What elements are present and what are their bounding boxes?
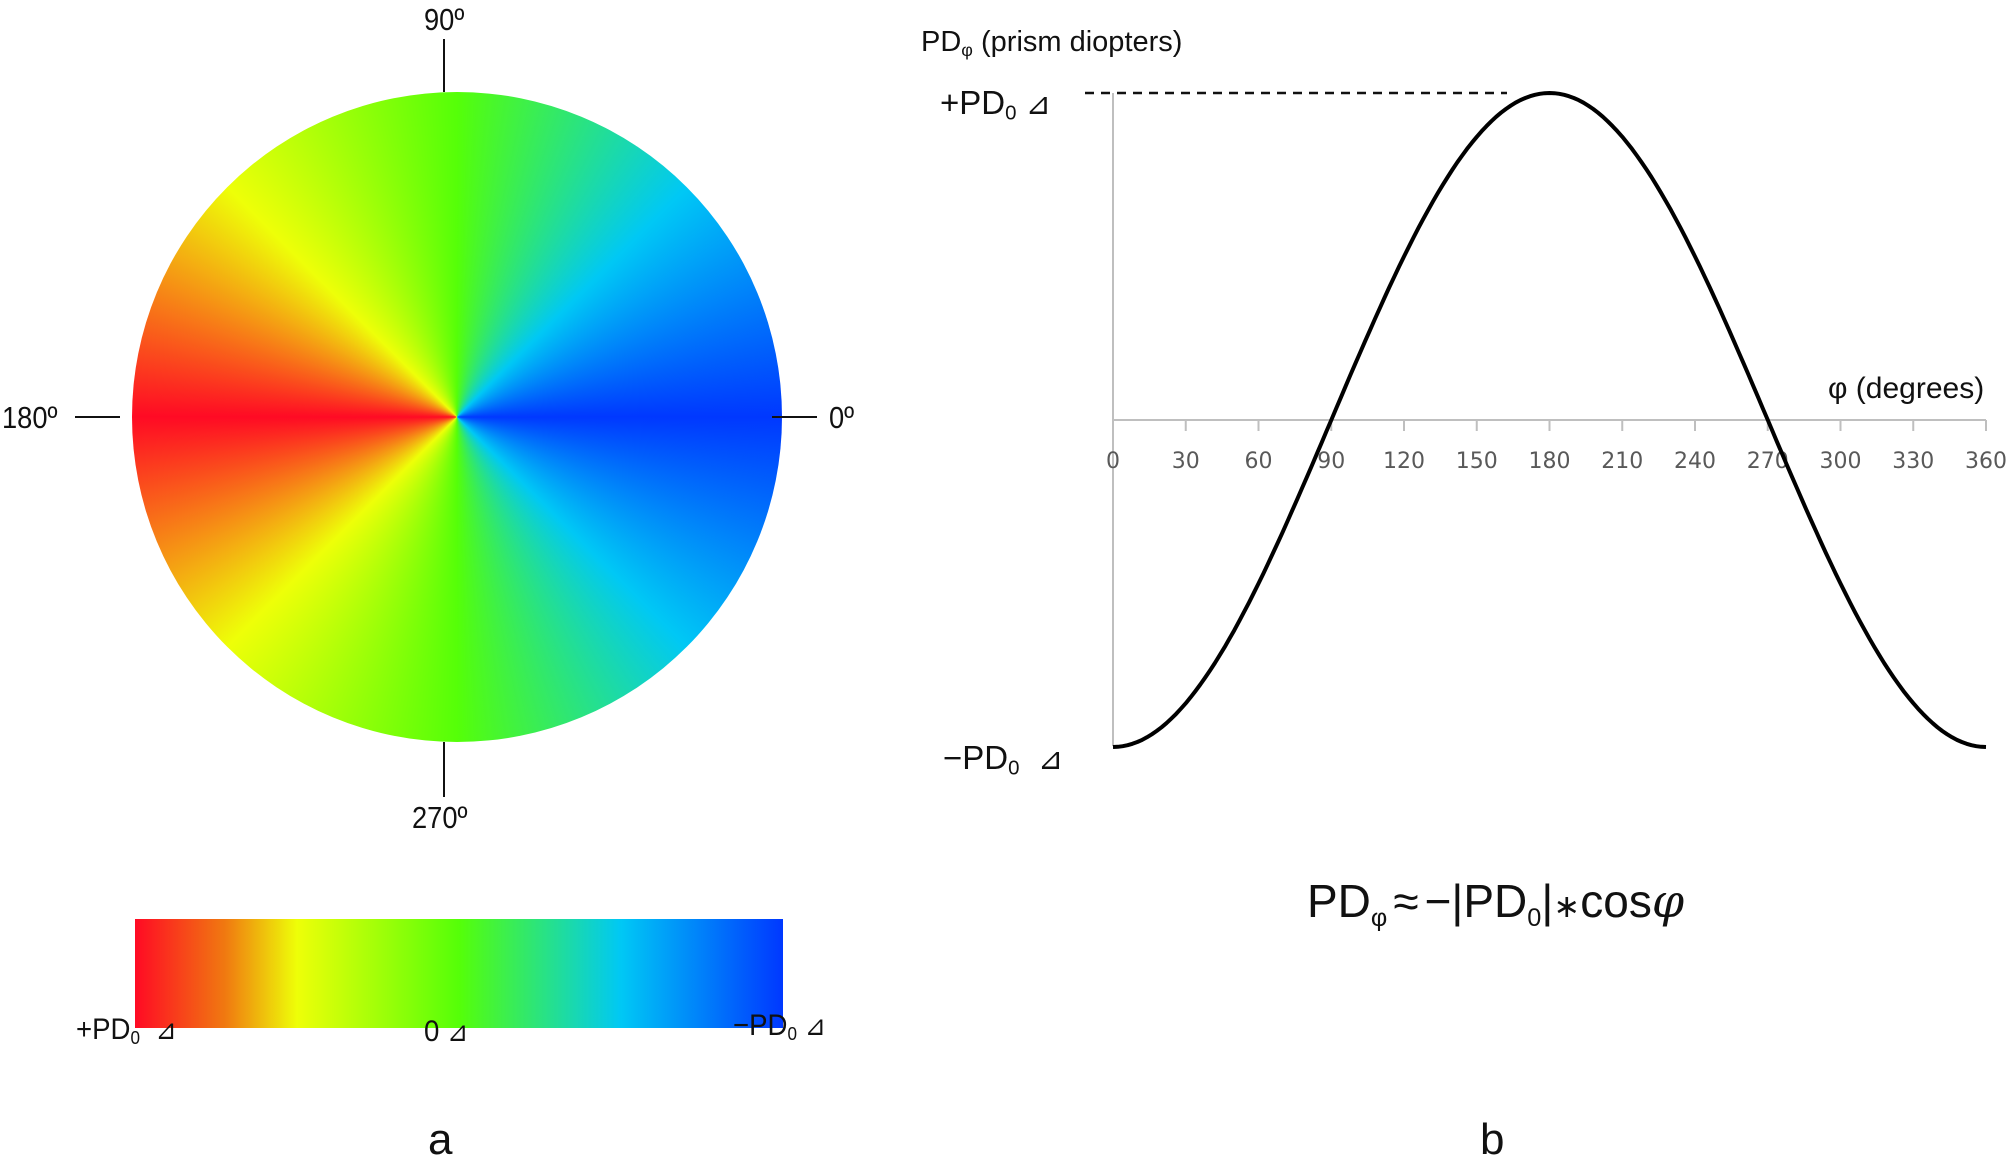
x-tick-label: 60 <box>1245 449 1273 474</box>
x-tick-label: 300 <box>1820 449 1862 474</box>
x-tick-label: 90 <box>1317 449 1345 474</box>
tick-90 <box>443 39 445 92</box>
cosine-curve <box>1112 91 1987 749</box>
colorbar-label-minus: −PD0 ⊿ <box>733 1009 826 1045</box>
tick-270 <box>443 742 445 797</box>
colorbar-label-plus: +PD0 ⊿ <box>76 1013 177 1049</box>
x-tick-label: 30 <box>1172 449 1200 474</box>
panel-letter-b: b <box>1480 1115 1505 1164</box>
panel-letter-a: a <box>428 1115 453 1164</box>
x-tick-label: 360 <box>1965 449 2007 474</box>
prism-symbol-icon: ⊿ <box>447 1015 469 1048</box>
label-180: 180º <box>2 400 58 435</box>
x-tick-label: 120 <box>1383 449 1425 474</box>
x-tick-label: 330 <box>1892 449 1934 474</box>
x-axis-title: φ (degrees) <box>1828 372 1985 405</box>
panel-b: 0 30 60 90 120 150 180 210 240 270 300 330 360 PDφ (… <box>900 0 2008 1164</box>
tick-0 <box>772 416 817 418</box>
x-tick-label: 180 <box>1529 449 1571 474</box>
x-tick-label: 240 <box>1674 449 1716 474</box>
tick-180 <box>75 416 120 418</box>
colorbar-label-zero: 0 ⊿ <box>424 1015 469 1048</box>
x-tick-label: 0 <box>1106 449 1120 474</box>
panel-a: 90º 270º 180º 0º +PD0 ⊿ 0 ⊿ −PD0 ⊿ a <box>0 0 900 1164</box>
formula: PDφ ≈ −|PD0|∗cosφ <box>1307 874 1685 932</box>
cosine-plot: 0 30 60 90 120 150 180 210 240 270 300 330 360 <box>1085 91 2007 749</box>
label-90: 90º <box>424 2 465 37</box>
label-270: 270º <box>412 800 468 835</box>
x-tick-label: 210 <box>1601 449 1643 474</box>
prism-symbol-icon: ⊿ <box>804 1009 826 1042</box>
y-bottom-label: −PD0 ⊿ <box>943 739 1064 780</box>
y-axis-title: PDφ (prism diopters) <box>921 26 1183 61</box>
prism-symbol-icon: ⊿ <box>1037 742 1064 777</box>
x-tick-label: 150 <box>1456 449 1498 474</box>
label-0: 0º <box>829 400 855 435</box>
prism-symbol-icon: ⊿ <box>155 1013 177 1046</box>
colorbar <box>135 919 783 1028</box>
polar-color-disk <box>132 92 782 742</box>
y-top-label: +PD0 ⊿ <box>940 84 1052 125</box>
prism-symbol-icon: ⊿ <box>1025 87 1052 122</box>
